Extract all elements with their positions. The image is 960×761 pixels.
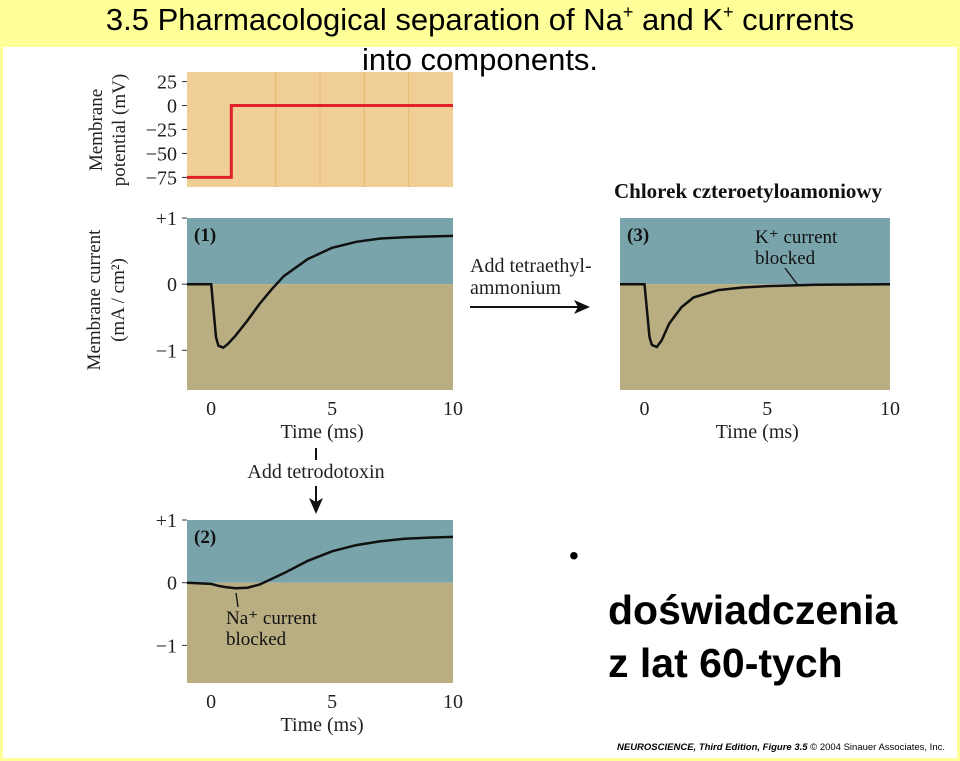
panel2-xtick-label: 10	[443, 691, 463, 713]
panel3-trace	[620, 282, 891, 349]
panel3-xlabel: Time (ms)	[716, 421, 799, 443]
panel2-annotation: Na⁺ current	[226, 608, 317, 629]
panel2-trace	[186, 535, 454, 590]
voltage-ytick-label: −75	[146, 167, 177, 189]
panel3-annotation: blocked	[755, 248, 816, 269]
panel3-upper-bg	[620, 218, 890, 285]
voltage-ytick-label: 25	[157, 72, 177, 94]
panel3-panel-label: (3)	[627, 225, 649, 246]
panel2-ytick-label: −1	[156, 635, 177, 657]
panel1-panel-label: (1)	[194, 225, 216, 246]
current-ylabel: (mA / cm²)	[108, 258, 129, 342]
voltage-ylabel: potential (mV)	[109, 74, 130, 186]
voltage-ytick-label: −25	[146, 120, 177, 142]
body-text-line1: doświadczenia	[608, 587, 898, 633]
ttx-arrow-label: Add tetrodotoxin	[247, 461, 384, 483]
current-ylabel: Membrane current	[84, 229, 105, 371]
panel2-ytick-label: 0	[167, 573, 177, 595]
panel2-xtick-label: 5	[327, 691, 337, 713]
panel1-ytick-label: −1	[156, 340, 177, 362]
figure-credit: NEUROSCIENCE, Third Edition, Figure 3.5 …	[617, 742, 945, 753]
panel2-lower-bg	[187, 582, 453, 683]
panel1-lower-bg	[187, 284, 453, 390]
voltage-ytick-label: −50	[146, 143, 177, 165]
panel3-xtick-label: 10	[880, 398, 900, 420]
voltage-ytick-label: 0	[167, 96, 177, 118]
body-text-line2: z lat 60-tych	[608, 640, 843, 686]
panel1-xlabel: Time (ms)	[281, 421, 364, 443]
panel2-ytick-label: +1	[156, 510, 177, 532]
ttx-arrowhead	[309, 498, 323, 514]
panel3-annotation: K⁺ current	[755, 227, 838, 248]
voltage-ylabel: Membrane	[86, 89, 107, 171]
panel3-xtick-label: 0	[640, 398, 650, 420]
panel2-xlabel: Time (ms)	[281, 714, 364, 736]
panel2-panel-label: (2)	[194, 527, 216, 548]
voltage-trace	[187, 104, 453, 179]
panel2-xtick-label: 0	[206, 691, 216, 713]
panel3-lower-bg	[620, 284, 890, 390]
panel3-annotation-leader	[784, 267, 798, 285]
slide-title-line2: into components.	[361, 42, 599, 77]
panel3-xtick-label: 5	[762, 398, 772, 420]
title-bar	[0, 0, 960, 47]
panel1-trace	[187, 234, 454, 350]
tea-arrow-label: Add tetraethyl-	[470, 255, 592, 277]
slide-title: 3.5 Pharmacological separation of Na+ an…	[105, 2, 855, 37]
tea-arrowhead	[574, 300, 590, 314]
tea-arrow-label: ammonium	[470, 277, 562, 299]
panel2-upper-bg	[187, 520, 453, 583]
panel1-ytick-label: +1	[156, 208, 177, 230]
panel2-annotation-leader	[235, 592, 239, 608]
panel1-upper-bg	[187, 218, 453, 285]
panel1-xtick-label: 5	[327, 398, 337, 420]
translation-label: Chlorek czteroetyloamoniowy	[614, 179, 883, 203]
panel1-ytick-label: 0	[167, 274, 177, 296]
panel1-xtick-label: 0	[206, 398, 216, 420]
panel1-xtick-label: 10	[443, 398, 463, 420]
bullet-point: •	[569, 540, 579, 571]
panel2-annotation: blocked	[226, 629, 287, 650]
